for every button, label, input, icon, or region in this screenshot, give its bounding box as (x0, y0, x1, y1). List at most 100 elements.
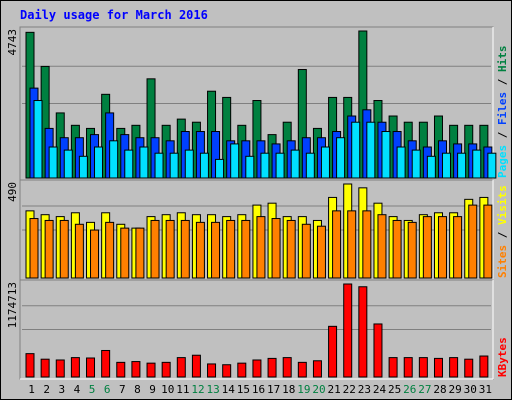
bar-sites-day-21 (332, 210, 342, 279)
day-label-7: 7 (119, 383, 126, 396)
bar-pages-day-30 (472, 149, 482, 179)
bar-kbytes-day-3 (55, 359, 65, 378)
day-label-15: 15 (237, 383, 250, 396)
day-label-6: 6 (104, 383, 111, 396)
bar-pages-day-11 (184, 149, 194, 179)
bar-kbytes-day-9 (146, 362, 156, 378)
day-label-5: 5 (89, 383, 96, 396)
bar-pages-day-31 (487, 152, 497, 179)
legend-kbytes: KBytes (496, 337, 509, 377)
bar-pages-day-8 (139, 146, 149, 179)
bar-kbytes-day-29 (449, 357, 459, 378)
panel-legend: KBytes (496, 337, 509, 377)
day-label-21: 21 (328, 383, 341, 396)
series-sites (29, 204, 493, 279)
series-kbytes (25, 283, 489, 378)
bar-sites-day-25 (392, 219, 402, 279)
bar-pages-day-3 (63, 149, 73, 179)
y-max-label: 490 (6, 182, 19, 202)
panel-middle: 490 Sites / Visits (6, 179, 509, 281)
bar-kbytes-day-24 (373, 323, 383, 378)
bar-sites-day-17 (271, 218, 281, 279)
day-label-30: 30 (464, 383, 477, 396)
bar-kbytes-day-23 (358, 286, 368, 378)
bar-pages-day-17 (275, 152, 285, 179)
legend-separator: / (496, 72, 509, 92)
bar-sites-day-26 (407, 221, 417, 279)
bar-pages-day-6 (109, 140, 119, 179)
day-label-10: 10 (161, 383, 174, 396)
bar-sites-day-20 (316, 225, 326, 279)
bar-sites-day-6 (105, 221, 115, 279)
bar-sites-day-9 (150, 219, 160, 279)
bar-pages-day-24 (381, 131, 391, 179)
panel-legend: Pages / Files / Hits (496, 46, 509, 179)
y-max-label: 1174713 (6, 282, 19, 328)
bar-sites-day-5 (90, 229, 100, 279)
day-label-17: 17 (267, 383, 280, 396)
day-label-14: 14 (222, 383, 236, 396)
bar-pages-day-26 (411, 149, 421, 179)
bar-kbytes-day-20 (312, 360, 322, 378)
bar-sites-day-3 (59, 219, 69, 279)
day-labels: 1 2 3 4 5 6 7 8 9 10 11 12 13 14 15 16 17 18 19 20 21 22 23 24 2… (28, 383, 492, 396)
bar-sites-day-19 (301, 223, 311, 279)
bar-kbytes-day-27 (418, 357, 428, 378)
bar-kbytes-day-28 (433, 357, 443, 378)
bar-sites-day-24 (377, 214, 387, 279)
day-label-8: 8 (134, 383, 141, 396)
bar-kbytes-day-10 (161, 361, 171, 378)
bar-kbytes-day-17 (267, 357, 277, 378)
bar-sites-day-12 (195, 221, 205, 279)
bar-kbytes-day-18 (282, 357, 292, 378)
bar-sites-day-31 (483, 204, 493, 279)
legend-visits: Visits (496, 185, 509, 225)
bar-kbytes-day-6 (101, 349, 111, 378)
bar-sites-day-18 (286, 219, 296, 279)
legend-files: Files (496, 92, 509, 125)
bar-kbytes-day-25 (388, 357, 398, 378)
bar-sites-day-14 (226, 219, 236, 279)
bar-kbytes-day-31 (479, 355, 489, 378)
day-label-29: 29 (449, 383, 462, 396)
bar-pages-day-2 (48, 146, 58, 179)
bar-pages-day-15 (245, 155, 255, 179)
panel-legend: Sites / Visits (496, 185, 509, 278)
bar-sites-day-28 (437, 216, 447, 279)
bar-sites-day-11 (180, 219, 190, 279)
day-label-28: 28 (433, 383, 446, 396)
bar-sites-day-22 (347, 210, 357, 279)
bar-kbytes-day-8 (131, 361, 141, 378)
day-label-13: 13 (206, 383, 219, 396)
day-label-12: 12 (191, 383, 204, 396)
bar-pages-day-10 (169, 152, 179, 179)
panel-top: 4743 Pages / Files / Hits (6, 26, 509, 181)
bar-sites-day-1 (29, 218, 39, 279)
bar-kbytes-day-12 (191, 354, 201, 378)
bar-sites-day-7 (120, 227, 130, 279)
bar-kbytes-day-5 (86, 357, 96, 378)
bar-pages-day-16 (260, 152, 270, 179)
bar-pages-day-27 (426, 155, 436, 179)
bar-sites-day-29 (453, 216, 463, 279)
bar-sites-day-27 (422, 216, 432, 279)
bar-pages-day-22 (351, 121, 361, 179)
day-label-19: 19 (297, 383, 310, 396)
legend-separator: / (496, 125, 509, 145)
bar-pages-day-21 (336, 137, 346, 179)
day-label-16: 16 (252, 383, 265, 396)
bar-pages-day-25 (396, 146, 406, 179)
bar-sites-day-8 (135, 227, 145, 279)
bar-pages-day-14 (230, 143, 240, 179)
day-label-11: 11 (176, 383, 189, 396)
day-label-1: 1 (28, 383, 35, 396)
y-max-label: 4743 (6, 29, 19, 56)
day-label-3: 3 (59, 383, 66, 396)
chart-panels: 4743 Pages / Files / Hits 490 Sites / Visit… (6, 26, 509, 380)
bar-sites-day-15 (241, 219, 251, 279)
bar-sites-day-2 (44, 219, 54, 279)
legend-sites: Sites (496, 245, 509, 278)
bar-pages-day-7 (124, 149, 134, 179)
bar-sites-day-23 (362, 210, 372, 279)
